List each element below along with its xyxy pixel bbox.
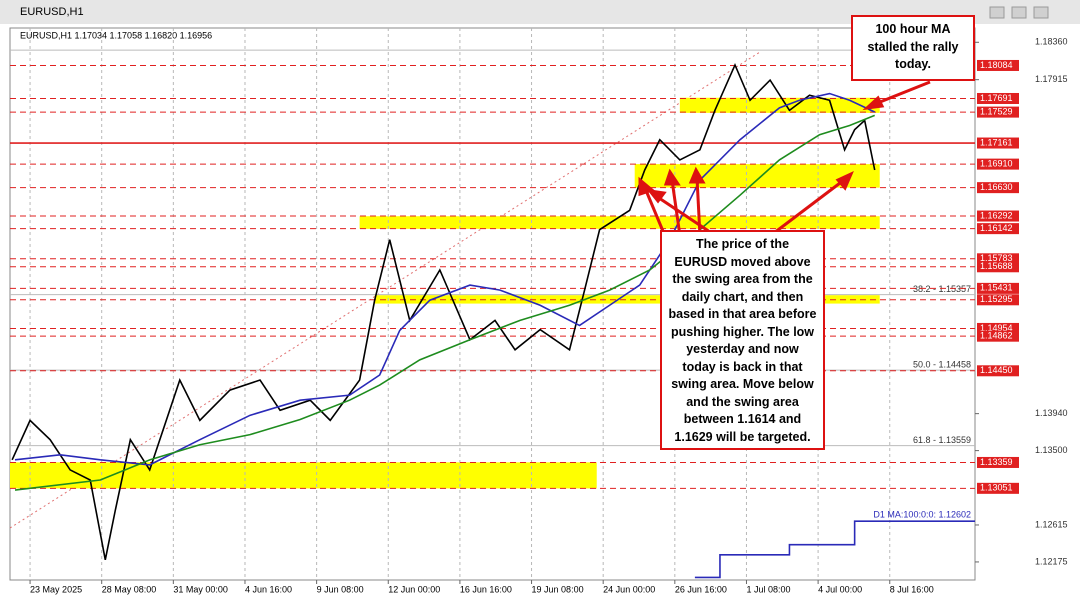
fibo-label: 61.8 - 1.13559 <box>913 435 971 445</box>
x-tick-label: 23 May 2025 <box>30 584 82 594</box>
chart-title: EURUSD,H1 1.17034 1.17058 1.16820 1.1695… <box>20 30 212 40</box>
level-label-box <box>977 322 1019 334</box>
level-label: 1.17161 <box>980 137 1013 147</box>
level-label-box <box>977 106 1019 118</box>
level-label: 1.16142 <box>980 223 1013 233</box>
annotation: The price of the EURUSD moved above the … <box>660 230 825 450</box>
x-tick-label: 9 Jun 08:00 <box>317 584 364 594</box>
x-tick-label: 19 Jun 08:00 <box>532 584 584 594</box>
x-tick-label: 1 Jul 08:00 <box>746 584 790 594</box>
level-label-box <box>977 92 1019 104</box>
level-label: 1.16630 <box>980 182 1013 192</box>
y-tick-label: 1.18360 <box>1035 37 1068 47</box>
level-label-box <box>977 223 1019 235</box>
level-label: 1.16292 <box>980 210 1013 220</box>
arrows <box>638 80 931 238</box>
y-tick-label: 1.12175 <box>1035 556 1068 566</box>
series-line <box>694 520 975 579</box>
swing-zone <box>359 216 880 229</box>
close-button[interactable] <box>1033 6 1049 19</box>
fibo-label: 38.2 - 1.15357 <box>913 284 971 294</box>
level-label-box <box>977 282 1019 294</box>
x-tick-label: 31 May 00:00 <box>173 584 228 594</box>
series-line <box>14 114 876 491</box>
level-label-box <box>977 137 1019 149</box>
fibo-label: 50.0 - 1.14458 <box>913 359 971 369</box>
level-label: 1.15783 <box>980 253 1013 263</box>
series-line <box>11 62 876 560</box>
minimize-button[interactable] <box>989 6 1005 19</box>
level-label-box <box>977 294 1019 306</box>
level-label: 1.14862 <box>980 331 1013 341</box>
y-tick-label: 1.13500 <box>1035 445 1068 455</box>
window-title: EURUSD,H1 <box>20 6 84 18</box>
level-label-box <box>977 158 1019 170</box>
x-tick-label: 8 Jul 16:00 <box>890 584 934 594</box>
level-label: 1.14954 <box>980 323 1013 333</box>
level-label-box <box>977 261 1019 273</box>
fibo-trend-line <box>9 51 761 529</box>
level-label-box <box>977 59 1019 71</box>
annotation: 100 hour MA stalled the rally today. <box>851 15 975 81</box>
level-label: 1.15688 <box>980 261 1013 271</box>
level-label-box <box>977 482 1019 494</box>
swing-zone <box>374 295 880 304</box>
level-label-box <box>977 182 1019 194</box>
series-label: D1 MA:100:0:0: 1.12602 <box>873 510 971 520</box>
level-label: 1.13359 <box>980 457 1013 467</box>
x-tick-label: 24 Jun 00:00 <box>603 584 655 594</box>
x-tick-label: 12 Jun 00:00 <box>388 584 440 594</box>
level-label: 1.17529 <box>980 106 1013 116</box>
x-tick-label: 26 Jun 16:00 <box>675 584 727 594</box>
x-tick-label: 16 Jun 16:00 <box>460 584 512 594</box>
y-tick-label: 1.12615 <box>1035 519 1068 529</box>
x-tick-label: 4 Jun 16:00 <box>245 584 292 594</box>
x-tick-label: 4 Jul 00:00 <box>818 584 862 594</box>
level-label: 1.13051 <box>980 483 1013 493</box>
swing-zone <box>10 462 597 489</box>
level-label-box <box>977 456 1019 468</box>
level-label-box <box>977 210 1019 222</box>
y-tick-label: 1.17915 <box>1035 74 1068 84</box>
maximize-button[interactable] <box>1011 6 1027 19</box>
level-label: 1.17691 <box>980 93 1013 103</box>
level-label-box <box>977 253 1019 265</box>
level-label: 1.18084 <box>980 60 1013 70</box>
level-label: 1.16910 <box>980 158 1013 168</box>
level-label: 1.14450 <box>980 365 1013 375</box>
level-label-box <box>977 365 1019 377</box>
level-label: 1.15295 <box>980 294 1013 304</box>
x-tick-label: 28 May 08:00 <box>102 584 157 594</box>
series-line <box>14 92 876 466</box>
y-tick-label: 1.13940 <box>1035 408 1068 418</box>
level-label-box <box>977 330 1019 342</box>
level-label: 1.15431 <box>980 283 1013 293</box>
